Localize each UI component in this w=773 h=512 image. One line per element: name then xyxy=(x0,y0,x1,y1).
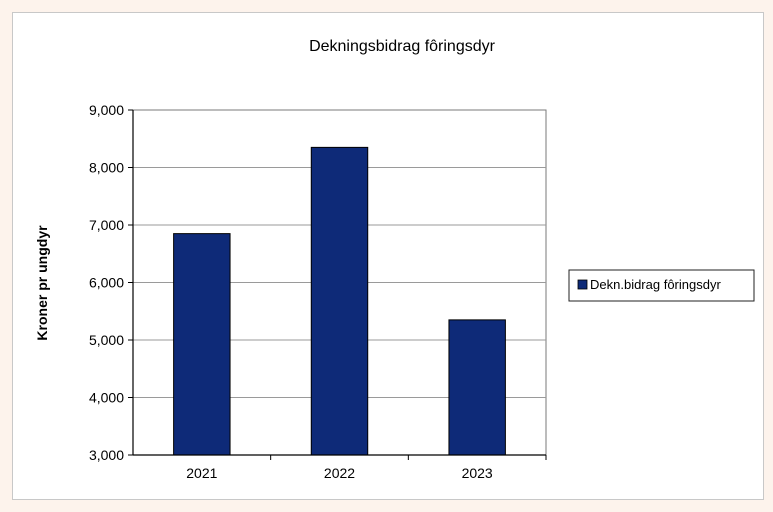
y-tick-label: 5,000 xyxy=(89,332,124,348)
bars xyxy=(173,146,506,456)
bar-2022 xyxy=(310,146,369,456)
chart-title: Dekningsbidrag fôringsdyr xyxy=(309,38,496,55)
x-tick-label: 2023 xyxy=(462,465,493,481)
y-tick-label: 7,000 xyxy=(89,217,124,233)
legend-label: Dekn.bidrag fôringsdyr xyxy=(590,277,721,292)
legend-swatch xyxy=(577,279,588,290)
axes: 3,000 4,000 5,000 6,000 7,000 8,000 9,000 2021 2… xyxy=(89,102,547,481)
bar-2021 xyxy=(173,233,231,456)
chart-frame: Dekningsbidrag fôringsdyr Kroner pr ungd… xyxy=(12,12,764,500)
y-tick-label: 4,000 xyxy=(89,390,124,406)
y-tick-label: 9,000 xyxy=(89,102,124,118)
y-axis-title: Kroner pr ungdyr xyxy=(34,225,50,341)
x-tick-label: 2022 xyxy=(324,465,355,481)
y-tick-label: 8,000 xyxy=(89,160,124,176)
x-tick-label: 2021 xyxy=(186,465,217,481)
legend-box xyxy=(568,269,755,302)
legend: Dekn.bidrag fôringsdyr xyxy=(568,269,755,302)
bar-2023 xyxy=(448,319,506,456)
bar-chart: Dekningsbidrag fôringsdyr Kroner pr ungd… xyxy=(34,38,755,481)
y-tick-label: 6,000 xyxy=(89,275,124,291)
y-tick-label: 3,000 xyxy=(89,447,124,463)
